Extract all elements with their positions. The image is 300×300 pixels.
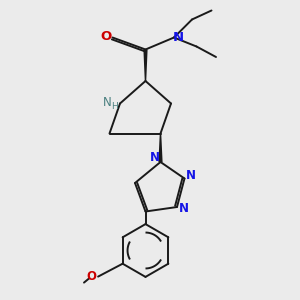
Text: H: H: [111, 102, 118, 111]
Text: N: N: [172, 31, 184, 44]
Text: N: N: [185, 169, 196, 182]
Text: O: O: [86, 270, 97, 283]
Polygon shape: [158, 134, 163, 162]
Polygon shape: [143, 50, 148, 81]
Text: N: N: [178, 202, 189, 215]
Text: N: N: [103, 95, 112, 109]
Text: O: O: [100, 30, 112, 43]
Text: N: N: [149, 151, 160, 164]
